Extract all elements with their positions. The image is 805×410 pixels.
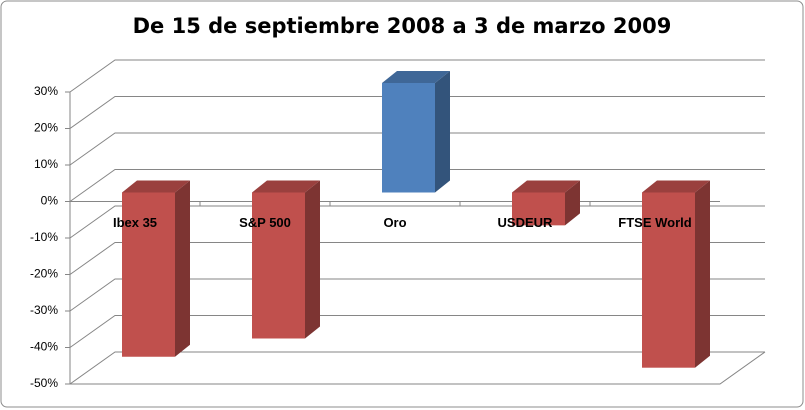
chart-title: De 15 de septiembre 2008 a 3 de marzo 20… — [133, 14, 672, 38]
bar — [382, 83, 435, 193]
y-tick-label: 30% — [34, 84, 58, 98]
grid-line — [69, 278, 765, 312]
y-tick-label: -10% — [30, 230, 58, 244]
bar-top — [512, 180, 580, 193]
bar-top — [382, 71, 450, 83]
y-tick-label: -30% — [30, 303, 58, 317]
y-tick-label: -50% — [30, 376, 58, 390]
grid-line — [69, 169, 765, 202]
y-tick-label: -20% — [30, 267, 58, 281]
y-tick-label: 10% — [34, 157, 58, 171]
floor-edge — [70, 351, 766, 385]
grid-line — [69, 132, 765, 166]
bar-top — [122, 180, 190, 193]
x-tick-label: FTSE World — [618, 215, 691, 230]
bar-top — [252, 180, 320, 193]
grid-line — [69, 96, 765, 129]
bar-top — [642, 180, 710, 193]
grid-line — [69, 315, 765, 348]
bar-side — [565, 180, 580, 226]
y-tick-label: 0% — [41, 194, 59, 208]
x-tick-label: USDEUR — [498, 215, 554, 230]
bar-side — [435, 71, 450, 193]
bar — [122, 192, 175, 357]
bar-side — [175, 180, 190, 357]
bar — [252, 192, 305, 339]
bar — [642, 192, 695, 368]
grid-line — [69, 242, 765, 275]
x-tick-label: Ibex 35 — [113, 215, 157, 230]
x-tick-label: S&P 500 — [239, 215, 291, 230]
bar-side — [305, 180, 320, 339]
bar — [512, 192, 565, 226]
y-tick-label: -40% — [30, 340, 58, 354]
grid-line — [69, 351, 765, 385]
y-tick-label: 20% — [34, 121, 58, 135]
bar-side — [695, 180, 710, 368]
x-tick-label: Oro — [383, 215, 406, 230]
grid-line — [69, 59, 765, 93]
